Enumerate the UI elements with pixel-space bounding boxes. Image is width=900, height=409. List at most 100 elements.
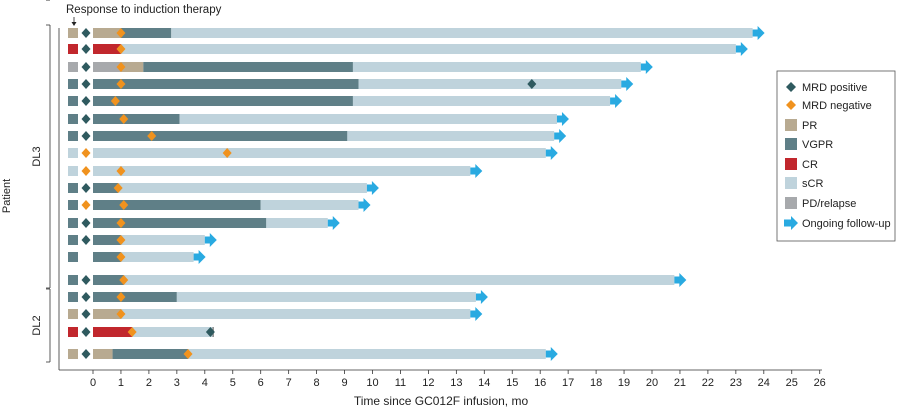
x-tick-label: 1 — [118, 377, 124, 389]
chart-frame — [58, 28, 822, 371]
x-tick-label: 6 — [258, 377, 264, 389]
response-segment-vgpr — [93, 275, 124, 285]
induction-response-box — [68, 114, 78, 124]
x-tick-label: 8 — [314, 377, 320, 389]
group-label: DL2 — [31, 315, 43, 335]
legend-item-mrd-neg: MRD negative — [786, 100, 872, 112]
legend-item-ongoing: Ongoing follow-up — [784, 216, 891, 230]
induction-header: Response to induction therapy — [66, 4, 222, 26]
legend-label: MRD negative — [802, 100, 872, 112]
legend-label: PR — [802, 120, 817, 132]
x-tick-label: 9 — [341, 377, 347, 389]
mrd-negative-marker — [116, 218, 126, 228]
ongoing-follow-up-arrow — [475, 290, 488, 304]
patient-row — [68, 233, 217, 247]
ongoing-follow-up-arrow — [621, 77, 634, 91]
mrd-positive-marker — [81, 28, 91, 38]
induction-response-box — [68, 183, 78, 193]
ongoing-follow-up-arrow — [610, 94, 623, 108]
mrd-negative-marker — [116, 309, 126, 319]
legend-label: PD/relapse — [802, 198, 856, 210]
group-bracket-dl2: DL2 — [31, 288, 51, 363]
legend-item-vgpr: VGPR — [785, 138, 833, 151]
x-tick-label: 10 — [366, 377, 378, 389]
mrd-positive-marker — [81, 327, 91, 337]
mrd-negative-marker — [119, 275, 129, 285]
response-segment-vgpr — [93, 114, 180, 124]
legend-swatch — [786, 100, 796, 110]
mrd-positive-marker — [81, 309, 91, 319]
ongoing-follow-up-arrow — [545, 347, 558, 361]
response-segment-scr — [188, 349, 546, 359]
induction-response-box — [68, 166, 78, 176]
mrd-negative-marker — [183, 349, 193, 359]
x-axis-label: Time since GC012F infusion, mo — [354, 394, 529, 408]
ongoing-follow-up-arrow — [193, 250, 206, 264]
x-tick-label: 23 — [730, 377, 742, 389]
ongoing-follow-up-arrow — [674, 273, 687, 287]
mrd-negative-marker — [81, 200, 91, 210]
mrd-positive-marker — [81, 114, 91, 124]
response-segment-vgpr — [112, 349, 189, 359]
induction-label: Response to induction therapy — [66, 4, 222, 16]
induction-response-box — [68, 148, 78, 158]
x-tick-label: 15 — [506, 377, 518, 389]
legend-label: MRD positive — [802, 82, 867, 94]
induction-response-box — [68, 200, 78, 210]
legend-swatch — [785, 177, 797, 189]
mrd-negative-marker — [110, 96, 120, 106]
x-tick-label: 25 — [786, 377, 798, 389]
x-tick-label: 20 — [646, 377, 658, 389]
legend-swatch — [786, 82, 796, 92]
response-segment-scr — [120, 309, 471, 319]
mrd-positive-marker — [81, 131, 91, 141]
mrd-negative-marker — [116, 62, 126, 72]
response-segment-scr — [260, 200, 359, 210]
legend-swatch — [785, 119, 797, 131]
response-segment-scr — [93, 148, 546, 158]
legend-swatch — [785, 197, 797, 209]
response-segment-pr — [120, 62, 144, 72]
induction-response-box — [68, 252, 78, 262]
response-segment-scr — [352, 96, 611, 106]
mrd-positive-marker — [81, 275, 91, 285]
x-tick-label: 14 — [478, 377, 490, 389]
x-tick-label: 11 — [395, 377, 406, 389]
legend-label: Ongoing follow-up — [802, 218, 891, 230]
legend-swatch — [785, 138, 797, 150]
x-tick-label: 7 — [286, 377, 292, 389]
patient-row — [68, 198, 371, 212]
mrd-positive-marker — [81, 218, 91, 228]
response-segment-vgpr — [93, 252, 121, 262]
patient-row — [68, 146, 558, 160]
response-segment-scr — [93, 166, 471, 176]
mrd-negative-marker — [127, 327, 137, 337]
patient-row — [68, 216, 340, 230]
x-tick-label: 0 — [90, 377, 96, 389]
x-tick-label: 24 — [758, 377, 770, 389]
patient-row — [68, 307, 483, 321]
induction-response-box — [68, 79, 78, 89]
patient-row — [68, 250, 206, 264]
legend-label: VGPR — [802, 139, 833, 151]
response-segment-scr — [123, 275, 675, 285]
x-tick-label: 21 — [674, 377, 686, 389]
x-tick-label: 5 — [230, 377, 236, 389]
x-tick-label: 3 — [174, 377, 180, 389]
mrd-negative-marker — [116, 28, 126, 38]
mrd-negative-marker — [222, 148, 232, 158]
legend-label: sCR — [802, 178, 823, 190]
x-axis: 0 1 2 3 4 5 6 7 8 9 10 11 12 13 14 15 16 17 18 19 20 21 22 23 24… — [90, 370, 826, 389]
mrd-positive-marker — [81, 79, 91, 89]
y-axis-label: Patient — [1, 179, 13, 213]
ongoing-follow-up-arrow — [358, 198, 371, 212]
ongoing-follow-up-arrow — [554, 129, 567, 143]
ongoing-follow-up-arrow — [470, 164, 483, 178]
induction-response-box — [68, 309, 78, 319]
patient-row — [68, 42, 748, 56]
x-tick-label: 12 — [422, 377, 434, 389]
mrd-positive-marker — [81, 235, 91, 245]
patient-row — [68, 347, 558, 361]
legend-label: CR — [802, 159, 818, 171]
